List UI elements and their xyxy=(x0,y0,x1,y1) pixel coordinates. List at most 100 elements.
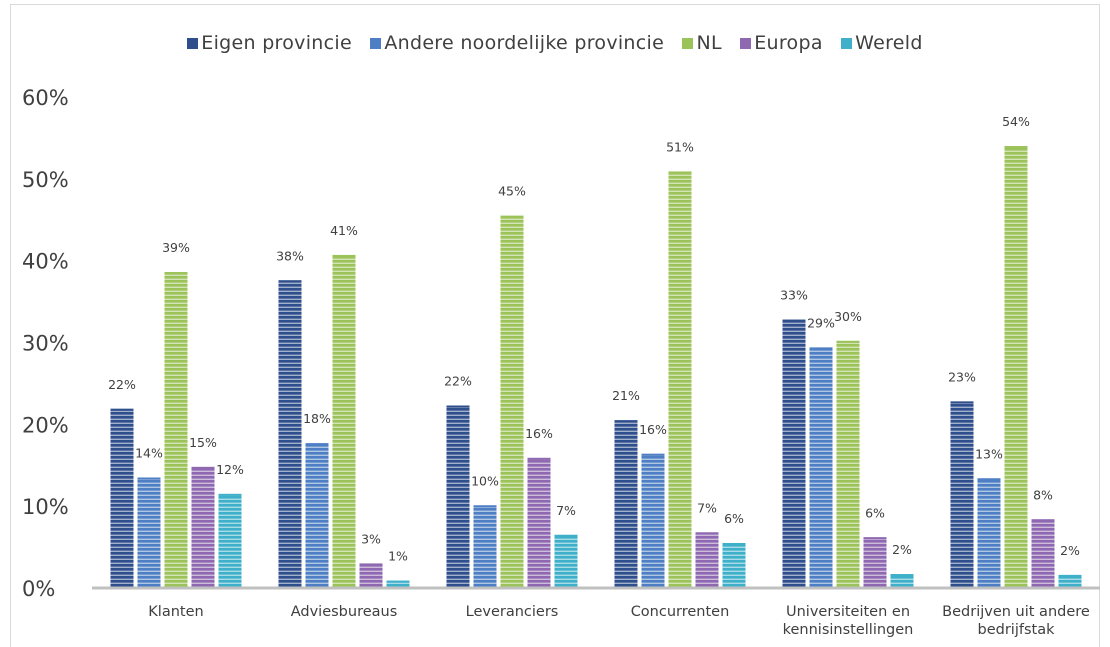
x-tick-label: Leveranciers xyxy=(466,604,559,620)
bar-top xyxy=(614,420,638,423)
bar-top xyxy=(137,477,161,480)
bar-top xyxy=(782,319,806,322)
data-label: 51% xyxy=(666,139,694,154)
data-label: 15% xyxy=(189,435,217,450)
bar xyxy=(527,457,551,588)
bar-top xyxy=(473,505,497,508)
bar-top xyxy=(863,537,887,540)
data-label: 7% xyxy=(697,500,717,515)
bar xyxy=(386,580,410,588)
bar xyxy=(950,401,974,588)
bar-top xyxy=(1004,146,1028,149)
bar-top xyxy=(164,272,188,275)
legend-item-andere-noordelijke-provincie: Andere noordelijke provincie xyxy=(370,32,664,54)
bar-top xyxy=(278,280,302,283)
legend-item-eigen-provincie: Eigen provincie xyxy=(187,32,352,54)
data-label: 23% xyxy=(948,369,976,384)
y-tick-label: 30% xyxy=(22,332,69,356)
x-tick-label: Adviesbureaus xyxy=(291,604,398,620)
x-tick-label: bedrijfstak xyxy=(978,622,1056,638)
data-label: 16% xyxy=(639,422,667,437)
data-label: 22% xyxy=(108,377,136,392)
y-tick-label: 0% xyxy=(22,577,55,601)
x-tick-label: Bedrijven uit andere xyxy=(942,604,1090,620)
bar-top xyxy=(554,534,578,537)
legend-item-europa: Europa xyxy=(740,32,823,54)
data-label: 54% xyxy=(1002,114,1030,129)
bar xyxy=(554,534,578,588)
legend-label: NL xyxy=(696,32,722,54)
bar xyxy=(473,505,497,588)
bar-top xyxy=(500,215,524,218)
data-label: 8% xyxy=(1033,487,1053,502)
bar-top xyxy=(890,574,914,577)
bar xyxy=(305,443,329,588)
bar xyxy=(782,319,806,588)
bar-top xyxy=(359,563,383,566)
bar xyxy=(614,420,638,588)
data-label: 1% xyxy=(388,549,408,564)
bar xyxy=(1004,146,1028,588)
bar xyxy=(722,542,746,588)
bar xyxy=(500,215,524,589)
legend-item-nl: NL xyxy=(682,32,722,54)
bar-top xyxy=(722,542,746,545)
bar-top xyxy=(191,466,215,469)
bar xyxy=(836,340,860,588)
data-label: 12% xyxy=(216,462,244,477)
bar xyxy=(164,272,188,588)
legend-swatch xyxy=(370,38,382,49)
data-label: 22% xyxy=(444,374,472,389)
bar-top xyxy=(809,347,833,350)
y-tick-label: 10% xyxy=(22,495,69,519)
bar-top xyxy=(110,408,134,411)
bar xyxy=(1058,574,1082,588)
data-label: 39% xyxy=(162,240,190,255)
legend-label: Eigen provincie xyxy=(201,32,352,54)
x-tick-label: kennisinstellingen xyxy=(783,622,914,638)
bar-top xyxy=(668,171,692,174)
bar xyxy=(809,347,833,588)
data-label: 6% xyxy=(724,511,744,526)
bar xyxy=(218,493,242,588)
bar-top xyxy=(695,532,719,535)
bar-top xyxy=(836,340,860,343)
bar xyxy=(977,478,1001,588)
data-label: 2% xyxy=(1060,543,1080,558)
bar xyxy=(359,563,383,588)
legend: Eigen provincie Andere noordelijke provi… xyxy=(0,32,1110,54)
y-tick-label: 50% xyxy=(22,168,69,192)
legend-label: Andere noordelijke provincie xyxy=(384,32,665,54)
bar xyxy=(695,532,719,588)
legend-swatch xyxy=(740,38,752,49)
data-label: 7% xyxy=(556,503,576,518)
bar-top xyxy=(305,443,329,446)
bar-top xyxy=(950,401,974,404)
bar-top xyxy=(527,457,551,460)
bar-top xyxy=(386,580,410,583)
legend-swatch xyxy=(682,38,694,49)
bar xyxy=(110,408,134,588)
bar xyxy=(278,280,302,588)
bar-top xyxy=(1058,574,1082,577)
bar-top xyxy=(641,453,665,456)
data-label: 3% xyxy=(361,531,381,546)
bar-top xyxy=(1031,519,1055,522)
data-label: 18% xyxy=(303,411,331,426)
y-tick-label: 20% xyxy=(22,413,69,437)
data-label: 29% xyxy=(807,315,835,330)
bar-top xyxy=(977,478,1001,481)
bar xyxy=(332,254,356,588)
y-tick-label: 40% xyxy=(22,250,69,274)
legend-item-wereld: Wereld xyxy=(841,32,923,54)
legend-label: Europa xyxy=(754,32,823,54)
data-label: 14% xyxy=(135,446,163,461)
data-label: 21% xyxy=(612,388,640,403)
bar xyxy=(863,537,887,588)
legend-label: Wereld xyxy=(855,32,923,54)
data-label: 45% xyxy=(498,184,526,199)
bar-top xyxy=(332,254,356,257)
y-tick-label: 60% xyxy=(22,86,69,110)
data-label: 41% xyxy=(330,223,358,238)
